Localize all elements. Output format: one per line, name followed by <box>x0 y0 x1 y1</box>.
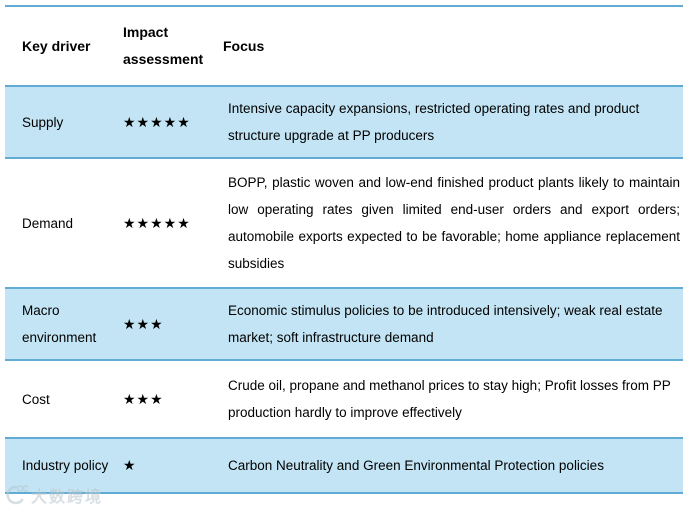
impact-stars: ★★★ <box>123 390 164 407</box>
focus-cell: Intensive capacity expansions, restricte… <box>228 101 640 143</box>
table-row-supply: Supply ★★★★★ Intensive capacity expansio… <box>5 86 683 158</box>
column-header-focus: Focus <box>223 37 265 54</box>
key-driver-cell: Macro environment <box>22 303 97 345</box>
impact-stars: ★★★★★ <box>123 113 191 130</box>
key-driver-cell: Supply <box>22 114 64 130</box>
key-driver-cell: Cost <box>22 391 50 407</box>
key-drivers-table: Key driver Impact assessment Focus Suppl… <box>5 5 683 494</box>
column-header-impact-assessment: Impact assessment <box>123 24 204 67</box>
key-driver-cell: Industry policy <box>22 458 109 473</box>
focus-cell: Carbon Neutrality and Green Environmenta… <box>228 458 604 473</box>
table-row-industry-policy: Industry policy ★ Carbon Neutrality and … <box>5 438 683 493</box>
focus-cell: Crude oil, propane and methanol prices t… <box>228 378 671 420</box>
impact-stars: ★ <box>123 457 137 473</box>
table-header-row: Key driver Impact assessment Focus <box>5 6 683 86</box>
focus-cell: BOPP, plastic woven and low-end finished… <box>228 175 680 271</box>
table-row-demand: Demand ★★★★★ BOPP, plastic woven and low… <box>5 158 683 288</box>
table-row-macro-environment: Macro environment ★★★ Economic stimulus … <box>5 288 683 360</box>
focus-cell: Economic stimulus policies to be introdu… <box>228 303 663 345</box>
table-row-cost: Cost ★★★ Crude oil, propane and methanol… <box>5 360 683 438</box>
key-driver-cell: Demand <box>22 215 74 231</box>
column-header-key-driver: Key driver <box>22 37 91 54</box>
impact-stars: ★★★★★ <box>123 214 191 231</box>
impact-stars: ★★★ <box>123 315 164 332</box>
